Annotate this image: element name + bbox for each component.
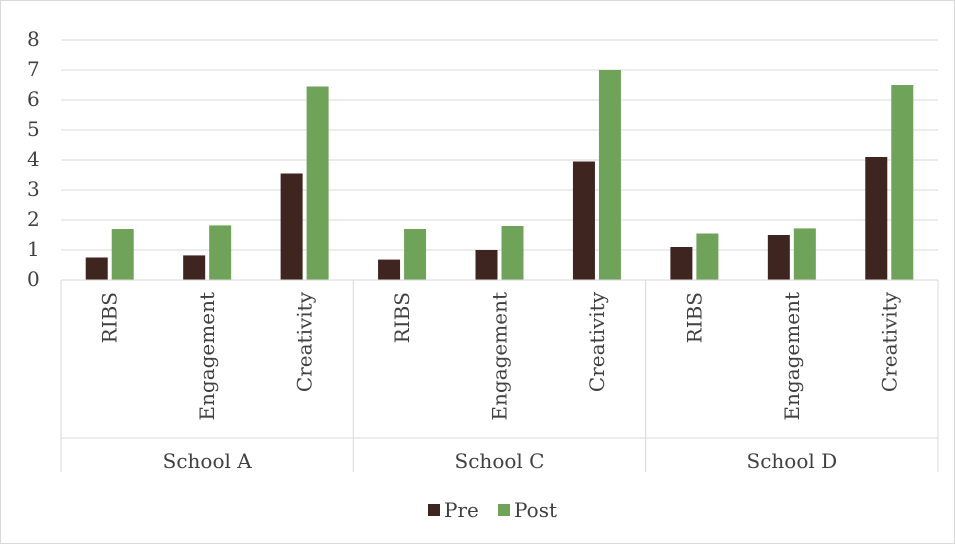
gridlines [61,39,938,281]
category-label: Engagement [488,292,512,421]
legend: Pre Post [428,498,557,522]
y-tick-label: 2 [27,207,40,231]
y-tick-label: 1 [27,237,40,261]
y-tick-label: 6 [27,87,40,111]
legend-swatch-pre [428,504,440,516]
pre-bar [767,235,790,280]
category-label: Engagement [780,292,804,421]
y-tick-label: 5 [27,117,40,141]
pre-bar [280,173,303,280]
category-label: Creativity [585,291,609,392]
y-tick-label: 3 [27,177,40,201]
legend-label-post: Post [514,498,557,522]
pre-bar [183,255,206,280]
post-bar [598,70,621,280]
category-label: RIBS [98,292,122,343]
pre-bar [378,259,401,280]
category-label: RIBS [390,292,414,343]
y-axis-tick-labels: 0 1 2 3 4 5 6 7 8 [27,27,40,291]
pre-bar [85,257,108,280]
post-bar [209,225,232,280]
post-bar [696,233,719,280]
post-bar [793,228,816,280]
legend-label-pre: Pre [444,498,479,522]
category-label: Creativity [877,291,901,392]
post-bar [891,85,914,280]
y-tick-label: 4 [27,147,40,171]
y-tick-label: 7 [27,57,40,81]
post-bar [111,229,134,280]
post-bar [404,229,427,280]
x-axis: RIBS Engagement Creativity School A RIBS Enga… [60,279,939,473]
y-tick-label: 0 [27,267,40,291]
category-label: Creativity [293,291,317,392]
group-label: School C [455,449,545,473]
post-bar [306,86,329,280]
group-label: School A [163,449,253,473]
post-bar [501,226,524,280]
legend-swatch-post [498,504,510,516]
pre-bar [670,247,693,280]
category-label: RIBS [682,292,706,343]
pre-bar [865,157,888,280]
pre-bar [572,161,595,280]
category-label: Engagement [195,292,219,421]
group-label: School D [747,449,838,473]
bars [85,70,914,280]
pre-bar [475,250,498,280]
y-tick-label: 8 [27,27,40,51]
